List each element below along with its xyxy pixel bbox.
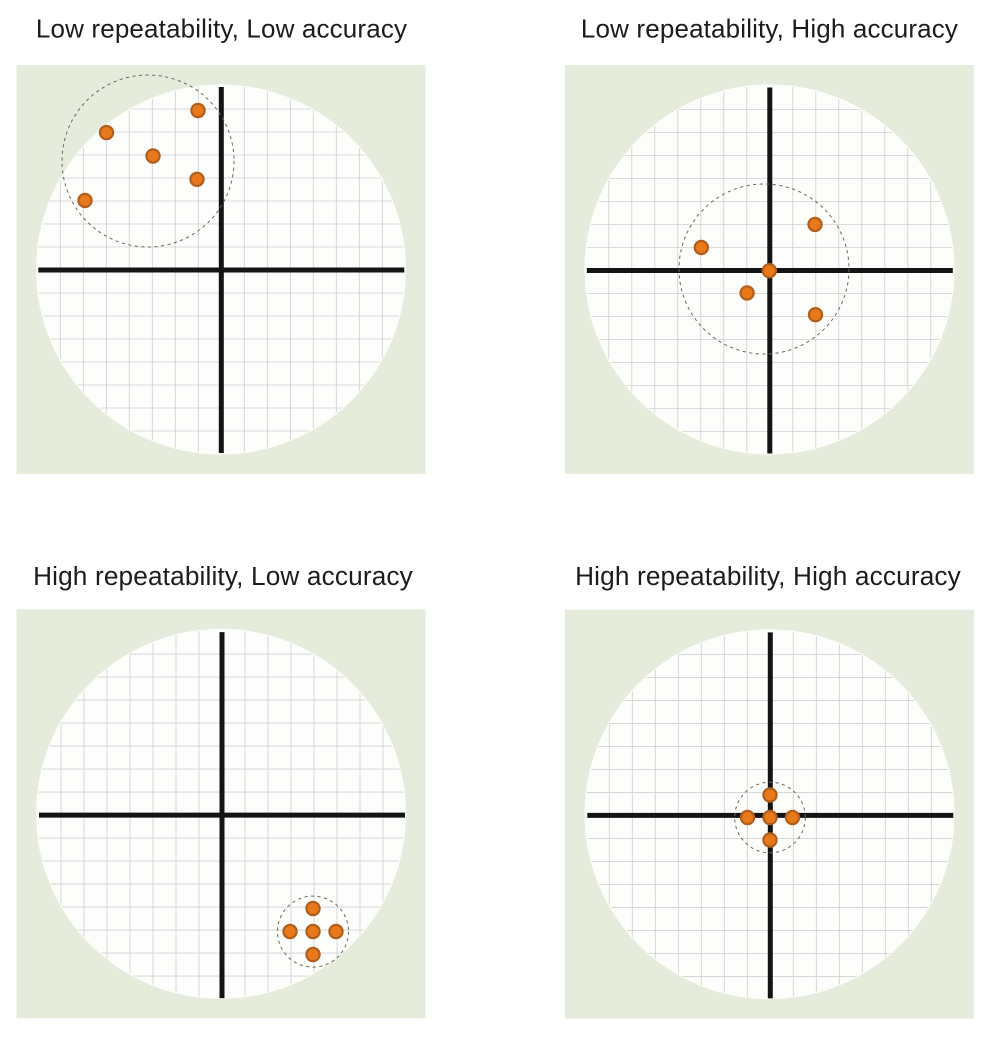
svg-text:Low repeatability, High accura: Low repeatability, High accuracy xyxy=(581,14,958,44)
svg-text:Low repeatability, Low accurac: Low repeatability, Low accuracy xyxy=(36,14,407,44)
svg-text:High repeatability, High accur: High repeatability, High accuracy xyxy=(575,561,962,591)
svg-text:High repeatability, Low accura: High repeatability, Low accuracy xyxy=(33,561,414,591)
